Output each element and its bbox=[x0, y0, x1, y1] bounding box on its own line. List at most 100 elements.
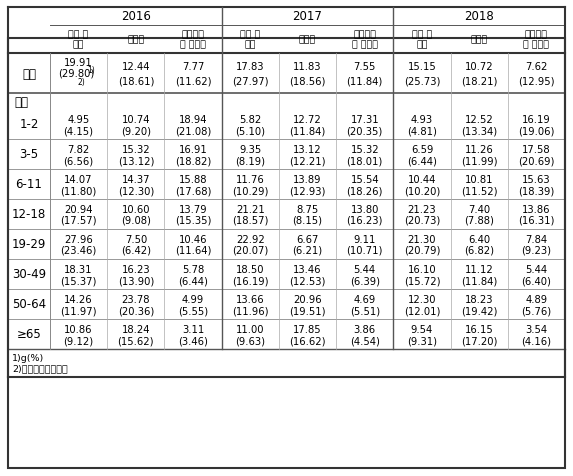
Text: 유제품류
및 빙과류: 유제품류 및 빙과류 bbox=[523, 30, 550, 50]
Text: 18.23: 18.23 bbox=[465, 294, 493, 304]
Text: (13.34): (13.34) bbox=[461, 126, 497, 136]
Text: (9.31): (9.31) bbox=[407, 335, 437, 345]
Text: (6.56): (6.56) bbox=[64, 156, 93, 166]
Text: (6.44): (6.44) bbox=[407, 156, 437, 166]
Text: 2017: 2017 bbox=[293, 10, 323, 23]
Text: 13.12: 13.12 bbox=[293, 145, 322, 155]
Text: 16.15: 16.15 bbox=[465, 324, 493, 334]
Text: (5.55): (5.55) bbox=[178, 306, 208, 315]
Text: (10.20): (10.20) bbox=[404, 186, 440, 196]
Text: ≥65: ≥65 bbox=[17, 328, 41, 341]
Text: (11.64): (11.64) bbox=[175, 246, 211, 256]
Text: (18.61): (18.61) bbox=[117, 76, 154, 86]
Text: (20.35): (20.35) bbox=[347, 126, 383, 136]
Text: (11.80): (11.80) bbox=[61, 186, 97, 196]
Text: (6.40): (6.40) bbox=[521, 276, 551, 286]
Text: 6-11: 6-11 bbox=[15, 178, 42, 191]
Text: (11.84): (11.84) bbox=[289, 126, 325, 136]
Text: (12.01): (12.01) bbox=[404, 306, 440, 315]
Text: 4.93: 4.93 bbox=[411, 115, 433, 125]
Text: 과일류: 과일류 bbox=[470, 35, 488, 44]
Text: 6.59: 6.59 bbox=[411, 145, 433, 155]
Text: 12-18: 12-18 bbox=[12, 208, 46, 221]
Text: 13.86: 13.86 bbox=[522, 205, 551, 215]
Text: (3.46): (3.46) bbox=[178, 335, 208, 345]
Text: 연령: 연령 bbox=[14, 96, 28, 109]
Text: 3.54: 3.54 bbox=[525, 324, 547, 334]
Text: (18.56): (18.56) bbox=[289, 76, 325, 86]
Text: (8.15): (8.15) bbox=[292, 216, 323, 226]
Text: 15.32: 15.32 bbox=[351, 145, 379, 155]
Text: 과일류: 과일류 bbox=[127, 35, 144, 44]
Text: 30-49: 30-49 bbox=[12, 268, 46, 281]
Text: 1-2: 1-2 bbox=[19, 118, 39, 131]
Text: 18.50: 18.50 bbox=[236, 265, 265, 275]
Text: 13.89: 13.89 bbox=[293, 175, 322, 185]
Text: 4.89: 4.89 bbox=[525, 294, 547, 304]
Text: 13.66: 13.66 bbox=[236, 294, 265, 304]
Text: 18.24: 18.24 bbox=[121, 324, 150, 334]
Text: (20.73): (20.73) bbox=[404, 216, 440, 226]
Text: (16.31): (16.31) bbox=[518, 216, 555, 226]
Text: 14.26: 14.26 bbox=[64, 294, 93, 304]
Text: 50-64: 50-64 bbox=[12, 298, 46, 311]
Text: 12.52: 12.52 bbox=[465, 115, 493, 125]
Text: 20.96: 20.96 bbox=[293, 294, 322, 304]
Text: 11.00: 11.00 bbox=[236, 324, 265, 334]
Text: (11.97): (11.97) bbox=[60, 306, 97, 315]
Text: 6.67: 6.67 bbox=[296, 235, 319, 245]
Text: 19.91: 19.91 bbox=[64, 58, 93, 68]
Text: 1)g(%): 1)g(%) bbox=[12, 354, 44, 363]
Text: (10.71): (10.71) bbox=[347, 246, 383, 256]
Text: (20.79): (20.79) bbox=[404, 246, 440, 256]
Text: (12.21): (12.21) bbox=[289, 156, 325, 166]
Text: (11.96): (11.96) bbox=[232, 306, 269, 315]
Text: (18.57): (18.57) bbox=[232, 216, 269, 226]
Text: 11.12: 11.12 bbox=[465, 265, 493, 275]
Text: (12.30): (12.30) bbox=[117, 186, 154, 196]
Text: 7.84: 7.84 bbox=[525, 235, 547, 245]
Text: 10.44: 10.44 bbox=[408, 175, 436, 185]
Text: (13.12): (13.12) bbox=[117, 156, 154, 166]
Text: 2018: 2018 bbox=[464, 10, 494, 23]
Text: (20.07): (20.07) bbox=[232, 246, 268, 256]
Text: 7.82: 7.82 bbox=[68, 145, 90, 155]
Text: 15.54: 15.54 bbox=[351, 175, 379, 185]
Text: (16.19): (16.19) bbox=[232, 276, 269, 286]
Text: (17.68): (17.68) bbox=[175, 186, 211, 196]
Text: 7.55: 7.55 bbox=[354, 62, 376, 72]
Text: (11.99): (11.99) bbox=[461, 156, 497, 166]
Text: 16.10: 16.10 bbox=[407, 265, 436, 275]
Text: 13.79: 13.79 bbox=[179, 205, 207, 215]
Text: 15.32: 15.32 bbox=[121, 145, 150, 155]
Text: 7.50: 7.50 bbox=[125, 235, 147, 245]
Text: 3.86: 3.86 bbox=[354, 324, 376, 334]
Text: 19-29: 19-29 bbox=[12, 238, 46, 251]
Text: (10.29): (10.29) bbox=[232, 186, 269, 196]
Text: (12.53): (12.53) bbox=[289, 276, 325, 286]
Text: (6.42): (6.42) bbox=[121, 246, 151, 256]
Text: 7.77: 7.77 bbox=[182, 62, 204, 72]
Text: 과일류: 과일류 bbox=[299, 35, 316, 44]
Text: 11.26: 11.26 bbox=[465, 145, 493, 155]
Text: (6.39): (6.39) bbox=[350, 276, 380, 286]
Text: 9.54: 9.54 bbox=[411, 324, 433, 334]
Text: (21.08): (21.08) bbox=[175, 126, 211, 136]
Text: 27.96: 27.96 bbox=[64, 235, 93, 245]
Text: 21.21: 21.21 bbox=[236, 205, 265, 215]
Text: (27.97): (27.97) bbox=[232, 76, 269, 86]
Text: (18.01): (18.01) bbox=[347, 156, 383, 166]
Text: (6.44): (6.44) bbox=[178, 276, 208, 286]
Text: 전체: 전체 bbox=[22, 68, 36, 80]
Text: (13.90): (13.90) bbox=[117, 276, 154, 286]
Text: 음료 및
차류: 음료 및 차류 bbox=[240, 30, 260, 50]
Text: 14.07: 14.07 bbox=[64, 175, 93, 185]
Text: (12.93): (12.93) bbox=[289, 186, 325, 196]
Text: 23.78: 23.78 bbox=[121, 294, 150, 304]
Text: (20.69): (20.69) bbox=[518, 156, 555, 166]
Text: 2016: 2016 bbox=[121, 10, 151, 23]
Text: 10.60: 10.60 bbox=[121, 205, 150, 215]
Text: 22.92: 22.92 bbox=[236, 235, 265, 245]
Text: (6.82): (6.82) bbox=[464, 246, 494, 256]
Text: 21.30: 21.30 bbox=[408, 235, 436, 245]
